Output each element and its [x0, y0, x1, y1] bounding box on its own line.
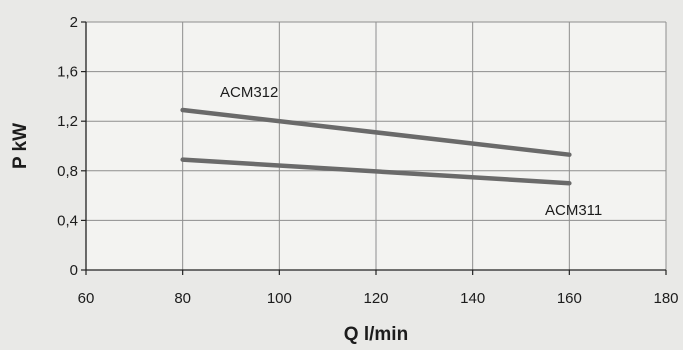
- x-axis-title: Q l/min: [344, 324, 408, 345]
- gridlines: [86, 21, 667, 270]
- y-tick-label: 0: [70, 262, 78, 279]
- series-label-acm312: ACM312: [220, 84, 278, 101]
- x-tick-label: 160: [557, 290, 582, 307]
- y-tick-label: 0,4: [57, 212, 78, 229]
- series-lines: [180, 107, 572, 186]
- x-tick-label: 120: [363, 290, 388, 307]
- y-tick-label: 1,2: [57, 113, 78, 130]
- series-line-acm312: [180, 107, 572, 157]
- x-tick-label: 140: [460, 290, 485, 307]
- y-tick-label: 2: [70, 14, 78, 31]
- y-axis-title: P kW: [10, 123, 31, 169]
- series-line-acm311: [180, 157, 572, 186]
- axis-ticks: [81, 21, 667, 275]
- x-tick-label: 180: [653, 290, 678, 307]
- y-tick-label: 0,8: [57, 163, 78, 180]
- x-tick-label: 80: [174, 290, 191, 307]
- series-label-acm311: ACM311: [545, 202, 602, 219]
- y-tick-label: 1,6: [57, 64, 78, 81]
- x-tick-label: 100: [267, 290, 292, 307]
- x-tick-label: 60: [78, 290, 95, 307]
- tick-labels: 60 80 100 120 140 160 180 0 0,4 0,8 1,2 1,6 2: [57, 14, 678, 307]
